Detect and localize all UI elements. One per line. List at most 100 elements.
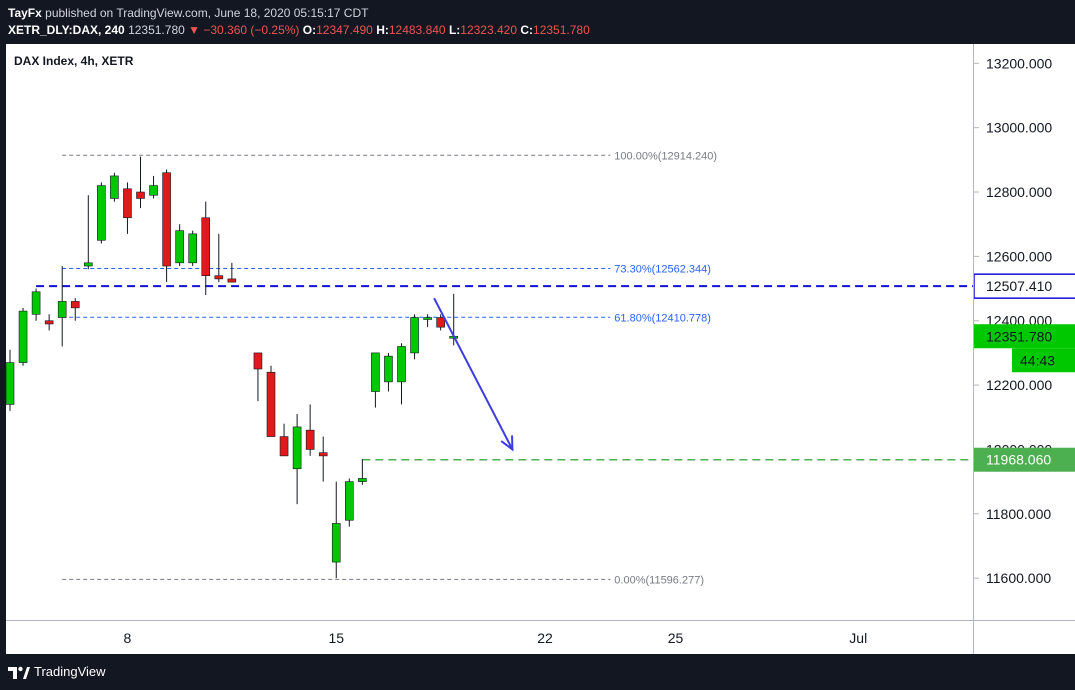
- candle-body: [84, 262, 93, 267]
- candle: [279, 423, 289, 457]
- time-axis[interactable]: 8152225Jul6: [6, 620, 973, 654]
- candle: [175, 224, 184, 267]
- candle: [44, 314, 54, 331]
- candle: [214, 233, 224, 283]
- candle-body: [384, 355, 393, 383]
- candle: [97, 182, 106, 244]
- candle: [423, 314, 432, 328]
- price-tick-label: 13200.000: [986, 55, 1052, 71]
- candle-body: [371, 352, 380, 392]
- candle-body: [436, 317, 445, 328]
- candle-body: [397, 346, 406, 383]
- candle: [57, 266, 67, 347]
- candle-body: [97, 185, 106, 241]
- trend-arrow[interactable]: [433, 297, 514, 452]
- candle: [149, 175, 158, 199]
- fib-level-label: 61.80%(12410.778): [614, 312, 711, 324]
- candle: [110, 172, 119, 202]
- candle-body: [57, 301, 67, 318]
- candle: [31, 288, 41, 321]
- candle: [201, 201, 211, 295]
- tradingview-brand[interactable]: TradingView: [34, 664, 106, 679]
- candle: [18, 307, 28, 366]
- price-axis[interactable]: 11600.00011800.00012000.00012200.0001240…: [973, 44, 1075, 620]
- resistance-price-tag-bg: [974, 273, 1075, 299]
- candle-body: [344, 481, 354, 521]
- publish-info: TayFx published on TradingView.com, June…: [8, 6, 368, 20]
- fib-level-label: 73.30%(12562.344): [614, 263, 711, 275]
- footer-bar: TradingView: [0, 654, 1075, 690]
- candlestick-chart[interactable]: DAX Index, 4h, XETR 100.00%(12914.240) 73…: [6, 44, 973, 620]
- high-value: 12483.840: [388, 23, 446, 37]
- candle-body: [279, 436, 289, 457]
- target-price-tag[interactable]: 11968.060: [974, 447, 1075, 472]
- resistance-price-tag[interactable]: 12507.410: [974, 273, 1075, 299]
- horizontal-lines[interactable]: [36, 285, 973, 461]
- fibonacci-retracement[interactable]: 100.00%(12914.240) 73.30%(12562.344) 61.80…: [62, 150, 717, 586]
- ohlc-legend: XETR_DLY:DAX, 240 12351.780 ▼ −30.360 (−…: [8, 23, 590, 37]
- candle: [436, 314, 445, 331]
- resistance-price-tag-text: 12507.410: [986, 278, 1052, 294]
- candle: [410, 314, 419, 360]
- candle-body: [149, 185, 158, 196]
- chart-plot-area[interactable]: DAX Index, 4h, XETR 100.00%(12914.240) 73…: [6, 44, 973, 620]
- candle: [70, 298, 80, 321]
- price-axis-labels: 11600.00011800.00012000.00012200.0001240…: [974, 55, 1075, 586]
- candle-body: [6, 362, 15, 405]
- candle-body: [44, 320, 54, 325]
- candle: [305, 404, 315, 456]
- candles: [6, 156, 459, 579]
- candle-body: [123, 188, 132, 219]
- arrow-shaft[interactable]: [433, 297, 514, 450]
- countdown-tag-text: 44:43: [1020, 352, 1055, 368]
- countdown-tag[interactable]: 44:43: [1012, 348, 1075, 373]
- price-tick-label: 11600.000: [986, 570, 1051, 586]
- countdown-tag-bg: [1012, 348, 1075, 373]
- change-value: ▼ −30.360 (−0.25%): [188, 23, 300, 37]
- candle-body: [162, 172, 171, 267]
- arrow-head[interactable]: [500, 435, 514, 452]
- candle: [318, 436, 328, 482]
- candle-body: [227, 278, 237, 283]
- candle-body: [266, 371, 276, 437]
- candle-body: [410, 317, 419, 354]
- time-tick-label: Jul: [849, 630, 867, 646]
- fib-level-label: 0.00%(11596.277): [614, 574, 704, 586]
- tradingview-logo-icon[interactable]: [8, 663, 30, 681]
- price-tick-label: 11800.000: [986, 506, 1051, 522]
- candle-body: [110, 175, 119, 199]
- low-value: 12323.420: [460, 23, 517, 37]
- low-label: L:: [448, 23, 461, 37]
- close-value: 12351.780: [533, 23, 590, 37]
- candle: [266, 365, 276, 437]
- candle: [227, 262, 237, 283]
- last-price-tag[interactable]: 12351.780: [974, 324, 1075, 349]
- candle: [188, 230, 197, 267]
- candle: [84, 195, 93, 270]
- candle: [136, 156, 145, 209]
- price-tick-label: 13000.000: [986, 120, 1052, 136]
- last-price-tag-text: 12351.780: [986, 328, 1052, 344]
- candle: [397, 343, 406, 405]
- candle-body: [253, 352, 263, 370]
- target-price-tag-bg: [974, 447, 1075, 472]
- candle: [162, 169, 171, 283]
- target-price-tag-text: 11968.060: [986, 452, 1051, 468]
- candle-body: [292, 426, 302, 470]
- candle-body: [423, 317, 432, 320]
- fib-level-label: 100.00%(12914.240): [614, 150, 717, 162]
- axis-corner: [973, 620, 1075, 654]
- time-tick-label: 8: [124, 630, 132, 646]
- open-label: O:: [302, 23, 317, 37]
- publish-header: TayFx published on TradingView.com, June…: [0, 0, 1075, 44]
- open-value: 12347.490: [316, 23, 373, 37]
- close-label: C:: [520, 23, 534, 37]
- high-label: H:: [376, 23, 389, 37]
- time-tick-label: 22: [537, 630, 553, 646]
- author-name[interactable]: TayFx: [8, 6, 42, 20]
- candle-body: [70, 301, 80, 309]
- candle: [6, 349, 15, 411]
- candle-body: [214, 275, 224, 280]
- candle-body: [175, 230, 184, 264]
